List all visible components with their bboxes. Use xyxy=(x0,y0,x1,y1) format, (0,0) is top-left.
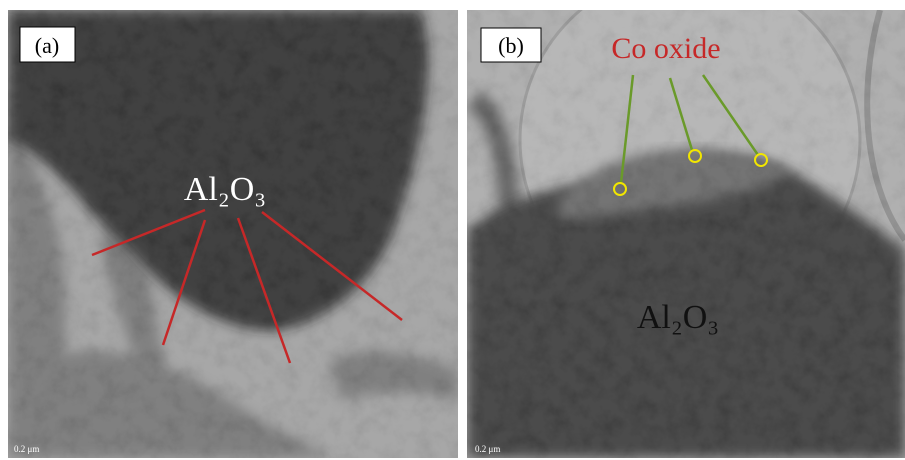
panel-b-image xyxy=(467,0,905,458)
panel-label: (b) xyxy=(498,33,524,58)
scale-bar: 0.2 μm xyxy=(475,444,500,454)
panel-a-image xyxy=(8,10,458,458)
panel-label: (a) xyxy=(35,33,59,58)
scale-bar: 0.2 μm xyxy=(14,444,39,454)
figure: (a) Al₂O₃ 0.2 μm (b) Co oxide Al₂O₃ 0.2 … xyxy=(0,0,905,460)
callout: Co oxide xyxy=(611,32,720,65)
annotation: Al₂O₃ xyxy=(637,299,719,336)
annotation: Al₂O₃ xyxy=(184,171,266,208)
